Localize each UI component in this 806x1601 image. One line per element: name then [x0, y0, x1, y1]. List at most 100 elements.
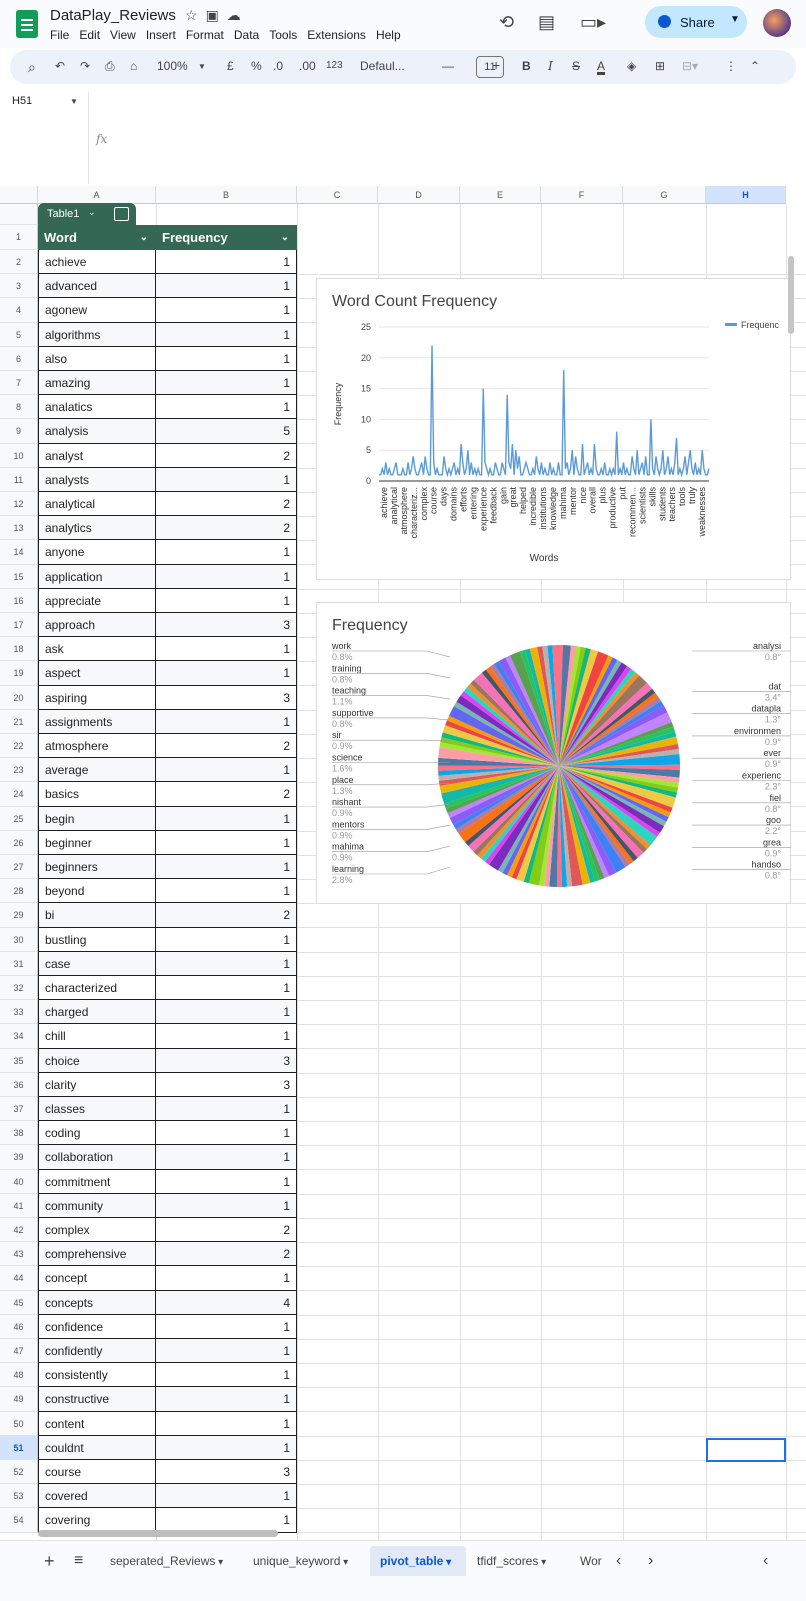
cell-frequency[interactable]: 1	[156, 1097, 297, 1121]
menu-item[interactable]: Insert	[146, 28, 176, 42]
cell-frequency[interactable]: 1	[156, 976, 297, 1000]
row-header[interactable]: 8	[0, 395, 38, 419]
cell-word[interactable]: ask	[38, 637, 156, 661]
cell-frequency[interactable]: 2	[156, 903, 297, 927]
cell-frequency[interactable]: 1	[156, 250, 297, 274]
cell-word[interactable]: beginners	[38, 855, 156, 879]
cell-frequency[interactable]: 1	[156, 1363, 297, 1387]
row-header[interactable]: 5	[0, 323, 38, 347]
cell-word[interactable]: chill	[38, 1024, 156, 1048]
sheet-tab[interactable]: Wor	[570, 1546, 610, 1576]
selected-cell[interactable]	[706, 1438, 786, 1462]
sheet-tab[interactable]: pivot_table ▾	[370, 1546, 466, 1576]
cell-word[interactable]: bi	[38, 903, 156, 927]
row-header[interactable]: 43	[0, 1242, 38, 1266]
name-box[interactable]: H51	[12, 95, 32, 107]
comments-icon[interactable]: ▤	[538, 12, 555, 33]
row-header[interactable]: 9	[0, 419, 38, 443]
menu-item[interactable]: Format	[186, 28, 224, 42]
cell-word[interactable]: covering	[38, 1508, 156, 1532]
cell-word[interactable]: also	[38, 347, 156, 371]
horizontal-scrollbar[interactable]	[38, 1530, 278, 1537]
row-header[interactable]: 30	[0, 928, 38, 952]
column-header[interactable]: B	[156, 186, 297, 204]
italic-button[interactable]: I	[548, 59, 553, 73]
cell-word[interactable]: appreciate	[38, 589, 156, 613]
row-header[interactable]: 44	[0, 1266, 38, 1290]
chevron-down-icon[interactable]: ▾	[340, 1557, 348, 1568]
cell-frequency[interactable]: 1	[156, 1000, 297, 1024]
cell-word[interactable]: complex	[38, 1218, 156, 1242]
row-header[interactable]: 22	[0, 734, 38, 758]
menu-item[interactable]: Data	[234, 28, 259, 42]
row-header[interactable]: 38	[0, 1121, 38, 1145]
cell-frequency[interactable]: 3	[156, 1049, 297, 1073]
column-header[interactable]: D	[378, 186, 460, 204]
row-header[interactable]: 40	[0, 1170, 38, 1194]
add-sheet-icon[interactable]: +	[44, 1546, 55, 1576]
row-header[interactable]: 2	[0, 250, 38, 274]
cell-word[interactable]: classes	[38, 1097, 156, 1121]
text-color-button[interactable]: A	[597, 59, 605, 73]
cell-word[interactable]: bustling	[38, 928, 156, 952]
row-header[interactable]: 23	[0, 758, 38, 782]
cell-frequency[interactable]: 5	[156, 419, 297, 443]
row-header[interactable]: 16	[0, 589, 38, 613]
cell-frequency[interactable]: 2	[156, 734, 297, 758]
cell-word[interactable]: analatics	[38, 395, 156, 419]
cell-frequency[interactable]: 1	[156, 928, 297, 952]
percent-button[interactable]: %	[251, 59, 262, 73]
chevron-down-icon[interactable]: ▾	[443, 1557, 451, 1568]
collapse-sidebar-icon[interactable]: ‹	[763, 1546, 768, 1576]
scroll-tabs-left-icon[interactable]: ‹	[616, 1546, 621, 1576]
chevron-down-icon[interactable]: ⌄	[140, 225, 148, 250]
cell-word[interactable]: concepts	[38, 1291, 156, 1315]
fill-color-icon[interactable]: ◈	[627, 59, 636, 73]
cell-frequency[interactable]: 1	[156, 855, 297, 879]
row-header[interactable]: 25	[0, 807, 38, 831]
row-header[interactable]: 4	[0, 298, 38, 322]
decrease-decimal-button[interactable]: .0	[273, 59, 283, 73]
cell-frequency[interactable]: 3	[156, 686, 297, 710]
decrease-font-size-button[interactable]: —	[442, 59, 454, 73]
cell-word[interactable]: community	[38, 1194, 156, 1218]
row-header[interactable]: 41	[0, 1194, 38, 1218]
cell-frequency[interactable]: 1	[156, 831, 297, 855]
increase-font-size-button[interactable]: +	[492, 57, 500, 73]
cell-frequency[interactable]: 1	[156, 637, 297, 661]
chevron-down-icon[interactable]: ⌄	[281, 225, 289, 250]
cell-word[interactable]: choice	[38, 1049, 156, 1073]
sheet-tab[interactable]: unique_keyword ▾	[243, 1546, 365, 1576]
cell-frequency[interactable]: 1	[156, 371, 297, 395]
cell-frequency[interactable]: 2	[156, 516, 297, 540]
cell-frequency[interactable]: 1	[156, 1266, 297, 1290]
redo-icon[interactable]: ↷	[80, 59, 90, 73]
column-header[interactable]: A	[38, 186, 156, 204]
cell-frequency[interactable]: 1	[156, 1194, 297, 1218]
menu-item[interactable]: Help	[376, 28, 401, 42]
cell-word[interactable]: consistently	[38, 1363, 156, 1387]
column-header-frequency[interactable]: Frequency ⌄	[156, 225, 297, 250]
paint-format-icon[interactable]: ⌂	[130, 59, 137, 73]
cell-frequency[interactable]: 1	[156, 298, 297, 322]
row-header[interactable]: 10	[0, 444, 38, 468]
cell-word[interactable]: analysis	[38, 419, 156, 443]
cell-word[interactable]: agonew	[38, 298, 156, 322]
row-header[interactable]: 36	[0, 1073, 38, 1097]
cell-word[interactable]: aspiring	[38, 686, 156, 710]
row-header[interactable]: 27	[0, 855, 38, 879]
cell-frequency[interactable]: 2	[156, 492, 297, 516]
cell-word[interactable]: algorithms	[38, 323, 156, 347]
version-history-icon[interactable]: ⟲	[499, 12, 514, 33]
cell-word[interactable]: coding	[38, 1121, 156, 1145]
cell-word[interactable]: confidently	[38, 1339, 156, 1363]
row-header[interactable]: 47	[0, 1339, 38, 1363]
cell-frequency[interactable]: 2	[156, 1218, 297, 1242]
row-header[interactable]: 48	[0, 1363, 38, 1387]
collapse-toolbar-icon[interactable]: ⌃	[750, 59, 760, 73]
row-header[interactable]: 17	[0, 613, 38, 637]
row-header[interactable]: 18	[0, 637, 38, 661]
cell-word[interactable]: assignments	[38, 710, 156, 734]
cell-word[interactable]: comprehensive	[38, 1242, 156, 1266]
